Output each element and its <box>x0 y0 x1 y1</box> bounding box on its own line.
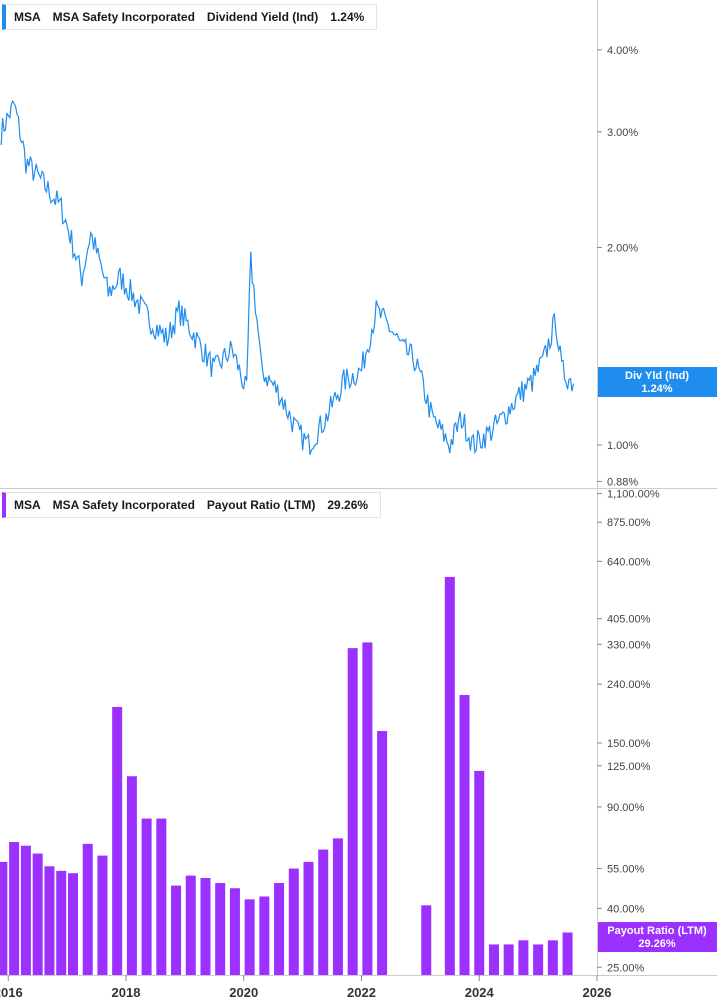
legend-metric: Dividend Yield (Ind) <box>206 10 319 24</box>
payout-bar <box>562 932 573 975</box>
payout-bar <box>274 883 285 975</box>
payout-bar <box>200 878 211 975</box>
payout-y-tick-label: 40.00% <box>607 903 645 915</box>
payout-y-tick-label: 405.00% <box>607 614 651 626</box>
payout-bar <box>0 861 8 975</box>
payout-bar <box>44 866 55 975</box>
payout-y-tick-label: 240.00% <box>607 679 651 691</box>
payout-bar <box>488 944 499 975</box>
dividend-yield-line <box>0 99 574 455</box>
payout-bar <box>421 905 432 975</box>
payout-y-tick-label: 90.00% <box>607 802 645 814</box>
payout-y-tick-label: 125.00% <box>607 761 651 773</box>
payout-bar <box>97 855 108 975</box>
x-tick-label: 2024 <box>465 985 495 1000</box>
payout-bar <box>171 885 182 975</box>
payout-bar <box>362 642 373 975</box>
payout-value-tag-bg <box>598 922 717 952</box>
legend-value: 29.26% <box>327 498 369 512</box>
payout-bar <box>68 873 79 975</box>
payout-bar <box>112 706 123 975</box>
payout-bar <box>318 849 329 975</box>
payout-bar <box>82 843 93 975</box>
x-tick-label: 2020 <box>229 985 258 1000</box>
legend-metric: Payout Ratio (LTM) <box>206 498 316 512</box>
payout-bar <box>185 875 196 975</box>
payout-value-tag-name: Payout Ratio (LTM) <box>607 925 707 937</box>
payout-y-tick-label: 1,100.00% <box>607 489 660 501</box>
yield-y-tick-label: 4.00% <box>607 45 638 57</box>
payout-bar <box>459 695 470 975</box>
payout-bar <box>32 853 43 975</box>
payout-bar <box>259 896 270 975</box>
payout-y-tick-label: 640.00% <box>607 556 651 568</box>
payout-bar <box>347 648 358 975</box>
legend-value: 1.24% <box>330 10 365 24</box>
yield-y-tick-label: 2.00% <box>607 242 638 254</box>
payout-bar <box>156 818 167 975</box>
payout-y-tick-label: 55.00% <box>607 864 645 876</box>
x-tick-label: 2026 <box>583 985 612 1000</box>
payout-bar <box>377 731 388 975</box>
payout-bar <box>215 883 226 975</box>
x-tick-label: 2018 <box>112 985 141 1000</box>
payout-value-tag: Payout Ratio (LTM)29.26% <box>598 922 717 952</box>
payout-bar <box>332 838 343 975</box>
yield-y-tick-label: 0.88% <box>607 476 638 488</box>
yield-value-tag-value: 1.24% <box>641 383 672 395</box>
payout-bar <box>244 899 255 975</box>
x-tick-label: 2016 <box>0 985 23 1000</box>
legend-company: MSA Safety Incorporated <box>52 10 195 24</box>
payout-bar <box>126 776 137 975</box>
dividend-yield-legend[interactable]: MSA MSA Safety Incorporated Dividend Yie… <box>2 4 378 30</box>
payout-bar <box>444 576 455 975</box>
yield-value-tag: Div Yld (Ind)1.24% <box>598 367 717 397</box>
payout-y-tick-label: 150.00% <box>607 738 651 750</box>
payout-bar <box>518 940 529 975</box>
yield-y-tick-label: 3.00% <box>607 127 638 139</box>
payout-bar <box>141 818 152 975</box>
payout-bar <box>547 940 558 975</box>
payout-y-tick-label: 875.00% <box>607 517 651 529</box>
yield-value-tag-name: Div Yld (Ind) <box>625 370 689 382</box>
payout-value-tag-value: 29.26% <box>638 938 676 950</box>
payout-ratio-legend[interactable]: MSA MSA Safety Incorporated Payout Ratio… <box>2 492 382 518</box>
payout-bar <box>503 944 514 975</box>
legend-company: MSA Safety Incorporated <box>52 498 195 512</box>
legend-ticker: MSA <box>14 10 41 24</box>
payout-bar <box>474 770 485 975</box>
payout-bar <box>20 845 31 975</box>
payout-bar <box>9 841 20 975</box>
yield-y-tick-label: 1.00% <box>607 440 638 452</box>
payout-bar <box>303 861 314 975</box>
payout-y-tick-label: 25.00% <box>607 962 645 974</box>
payout-bar <box>229 888 240 975</box>
payout-bar <box>533 944 544 975</box>
payout-y-tick-label: 330.00% <box>607 639 651 651</box>
yield-value-tag-bg <box>598 367 717 397</box>
payout-bar <box>56 870 67 975</box>
legend-ticker: MSA <box>14 498 41 512</box>
payout-bar <box>288 868 299 975</box>
x-tick-label: 2022 <box>347 985 376 1000</box>
